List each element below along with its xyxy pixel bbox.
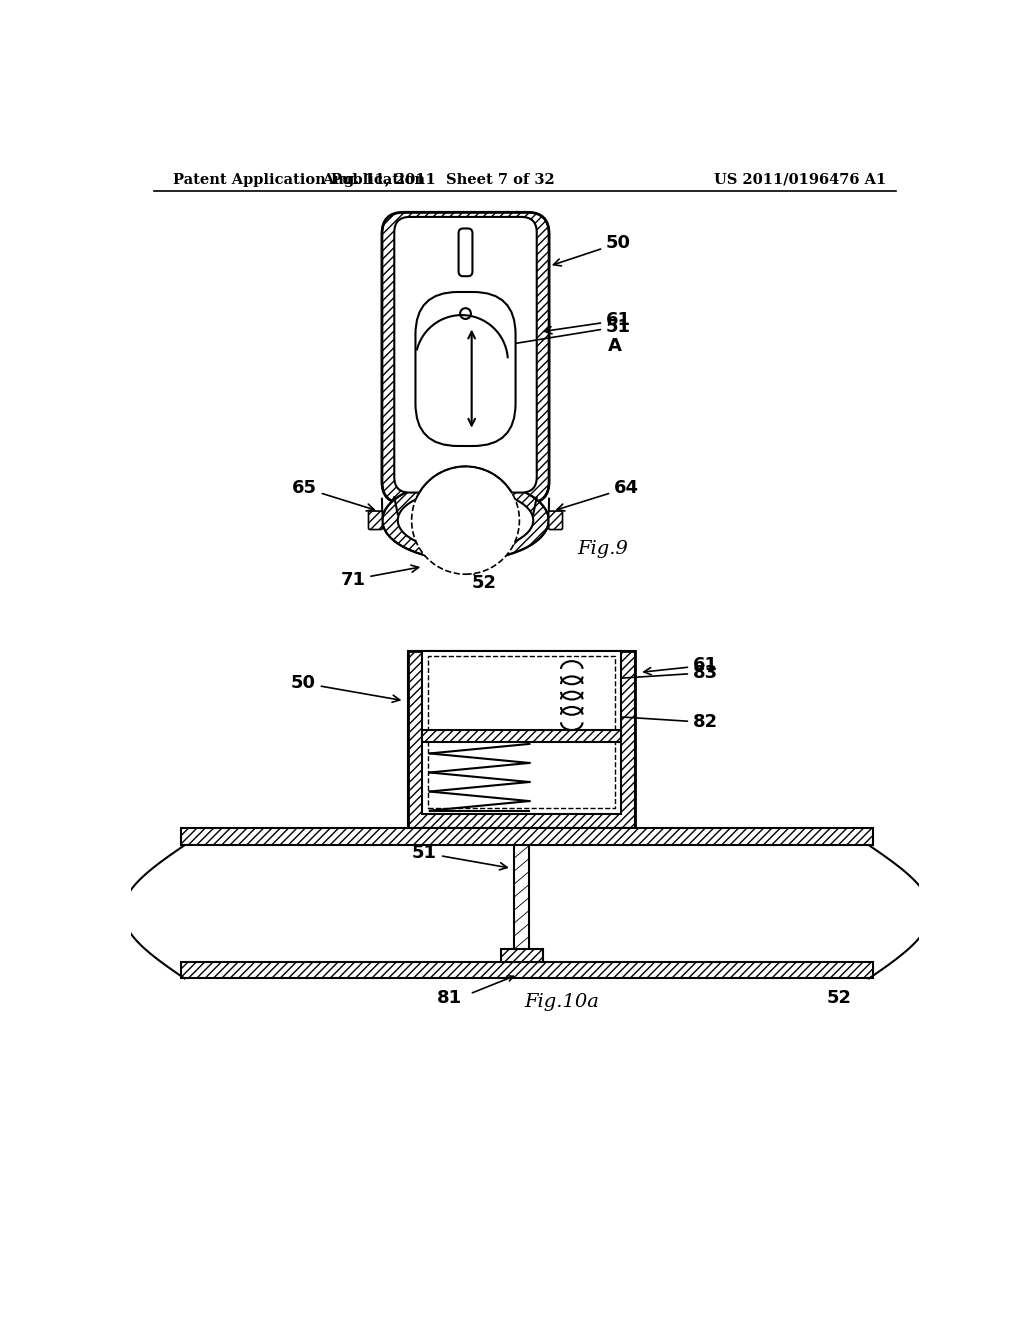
Text: 81: 81 bbox=[437, 989, 462, 1007]
FancyBboxPatch shape bbox=[459, 228, 472, 276]
Text: A: A bbox=[608, 337, 623, 355]
Text: 52: 52 bbox=[826, 989, 852, 1007]
Bar bbox=[422, 730, 622, 742]
Text: 71: 71 bbox=[340, 565, 419, 589]
Text: 51: 51 bbox=[412, 843, 507, 870]
Ellipse shape bbox=[382, 480, 549, 561]
Bar bbox=[180, 961, 872, 978]
FancyBboxPatch shape bbox=[382, 213, 549, 503]
Text: Fig.10a: Fig.10a bbox=[524, 993, 599, 1011]
Bar bbox=[180, 829, 872, 845]
Text: 61: 61 bbox=[545, 312, 631, 334]
Bar bbox=[180, 961, 872, 978]
Text: 83: 83 bbox=[590, 664, 718, 684]
Text: US 2011/0196476 A1: US 2011/0196476 A1 bbox=[715, 173, 887, 187]
Text: Patent Application Publication: Patent Application Publication bbox=[173, 173, 425, 187]
Bar bbox=[422, 651, 622, 814]
Text: 52: 52 bbox=[472, 574, 497, 593]
Text: Aug. 11, 2011  Sheet 7 of 32: Aug. 11, 2011 Sheet 7 of 32 bbox=[323, 173, 555, 187]
Bar bbox=[501, 949, 543, 961]
FancyBboxPatch shape bbox=[549, 511, 562, 529]
Text: 50: 50 bbox=[291, 675, 399, 702]
Text: 50: 50 bbox=[553, 234, 631, 265]
Bar bbox=[409, 651, 635, 829]
Bar bbox=[409, 651, 635, 829]
FancyBboxPatch shape bbox=[369, 511, 382, 529]
Text: Fig.9: Fig.9 bbox=[578, 540, 628, 558]
Text: 64: 64 bbox=[557, 479, 639, 511]
Text: 65: 65 bbox=[292, 479, 374, 511]
Circle shape bbox=[460, 308, 471, 319]
Bar bbox=[422, 730, 622, 742]
FancyBboxPatch shape bbox=[416, 292, 515, 446]
Bar bbox=[501, 949, 543, 961]
Circle shape bbox=[412, 466, 519, 574]
Ellipse shape bbox=[397, 490, 534, 552]
Bar bbox=[428, 656, 615, 808]
Text: 51: 51 bbox=[505, 318, 631, 347]
FancyBboxPatch shape bbox=[394, 216, 537, 492]
Bar bbox=[180, 829, 872, 845]
Text: 82: 82 bbox=[590, 711, 718, 731]
Text: 61: 61 bbox=[644, 656, 718, 675]
